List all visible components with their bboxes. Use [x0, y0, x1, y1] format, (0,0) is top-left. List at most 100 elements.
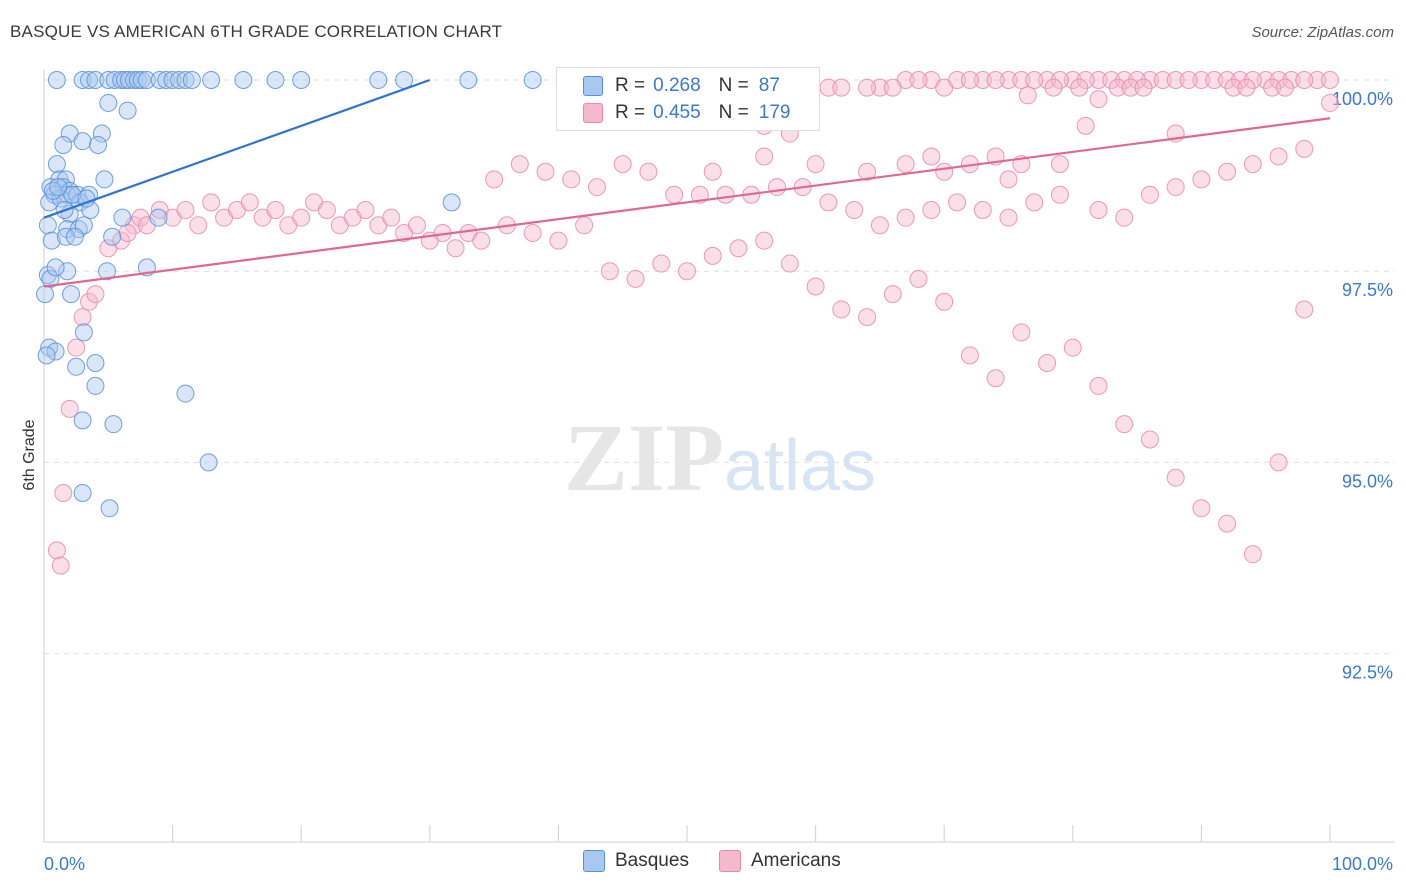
- americans-point: [575, 216, 594, 235]
- americans-point: [883, 285, 902, 304]
- americans-point: [1012, 323, 1031, 342]
- legend-label-americans: Americans: [750, 850, 841, 871]
- americans-point: [948, 193, 967, 212]
- basques-point: [62, 285, 81, 304]
- basques-point: [113, 208, 132, 227]
- basques-point: [38, 216, 57, 235]
- americans-point: [909, 269, 928, 288]
- americans-point: [652, 254, 671, 273]
- americans-point: [587, 178, 606, 197]
- americans-point: [909, 71, 928, 89]
- americans-point: [1269, 71, 1288, 89]
- basques-point: [99, 93, 118, 112]
- basques-point: [58, 262, 77, 281]
- americans-point: [1063, 338, 1082, 357]
- americans-point: [1025, 71, 1044, 89]
- americans-point: [1115, 208, 1134, 227]
- americans-point: [202, 193, 221, 212]
- basques-point: [46, 258, 65, 277]
- americans-point: [1089, 71, 1108, 89]
- basques-point: [104, 415, 123, 434]
- americans-point: [1295, 300, 1314, 319]
- americans-point: [1230, 71, 1249, 89]
- americans-point: [1140, 430, 1159, 449]
- basques-point: [128, 71, 147, 89]
- americans-point: [317, 201, 336, 220]
- basques-point: [100, 499, 119, 518]
- americans-point: [832, 300, 851, 319]
- basques-point: [40, 193, 59, 212]
- americans-point: [1282, 71, 1301, 89]
- basques-point: [98, 262, 117, 281]
- americans-point: [613, 155, 632, 174]
- americans-point: [292, 208, 311, 227]
- basques-point: [47, 71, 66, 89]
- basques-point: [369, 71, 388, 89]
- americans-point: [1089, 376, 1108, 395]
- americans-point: [883, 78, 902, 97]
- legend-n-americans: 179: [758, 102, 791, 123]
- americans-point: [131, 208, 150, 227]
- americans-point: [1308, 71, 1327, 89]
- chart-title: BASQUE VS AMERICAN 6TH GRADE CORRELATION…: [10, 22, 503, 41]
- basques-point: [105, 71, 124, 89]
- legend-item-americans[interactable]: Americans: [718, 850, 841, 872]
- americans-point: [999, 170, 1018, 189]
- americans-point: [1166, 468, 1185, 487]
- x-tick-label-min: 0.0%: [44, 854, 85, 874]
- americans-point: [806, 277, 825, 296]
- legend-row-basques: R = 0.268 N = 87: [583, 73, 780, 99]
- americans-point: [935, 292, 954, 311]
- y-tick-label: 95.0%: [1342, 471, 1393, 491]
- americans-point: [472, 231, 491, 250]
- americans-point: [1102, 71, 1121, 89]
- americans-point: [1321, 71, 1339, 89]
- americans-point: [755, 231, 774, 250]
- americans-point: [896, 208, 915, 227]
- americans-point: [1243, 71, 1262, 89]
- basques-point: [442, 193, 461, 212]
- americans-point: [1115, 71, 1134, 89]
- americans-point: [1070, 78, 1089, 97]
- basques-point: [103, 227, 122, 246]
- americans-point: [240, 193, 259, 212]
- americans-point: [562, 170, 581, 189]
- americans-point: [1115, 415, 1134, 434]
- basques-point: [37, 346, 56, 365]
- basques-point: [73, 483, 92, 502]
- basques-point: [137, 71, 156, 89]
- americans-point: [870, 78, 889, 97]
- basques-point: [86, 353, 105, 372]
- americans-point: [1243, 545, 1262, 564]
- basques-point: [89, 136, 108, 155]
- americans-point: [858, 308, 877, 327]
- americans-point: [1243, 155, 1262, 174]
- americans-point: [1012, 71, 1031, 89]
- americans-point: [1128, 71, 1147, 89]
- series-basques: [36, 71, 542, 518]
- legend-item-basques[interactable]: Basques: [583, 850, 689, 872]
- americans-point: [1018, 86, 1037, 105]
- basques-point: [132, 71, 151, 89]
- americans-point: [755, 147, 774, 166]
- americans-point: [780, 254, 799, 273]
- americans-point: [1050, 155, 1069, 174]
- americans-point: [266, 201, 285, 220]
- series-americans: [47, 71, 1339, 575]
- legend-r-key: R =: [615, 102, 646, 123]
- americans-point: [922, 201, 941, 220]
- basques-point: [202, 71, 221, 89]
- americans-point: [960, 71, 979, 89]
- basques-point: [292, 71, 311, 89]
- basques-point: [170, 71, 189, 89]
- legend-r-basques: 0.268: [653, 75, 701, 96]
- americans-point: [1269, 453, 1288, 472]
- americans-point: [1218, 514, 1237, 533]
- americans-point: [1089, 90, 1108, 109]
- basques-point: [182, 71, 201, 89]
- americans-point: [1076, 116, 1095, 135]
- americans-point: [485, 170, 504, 189]
- americans-point: [80, 292, 99, 311]
- basques-point: [523, 71, 542, 89]
